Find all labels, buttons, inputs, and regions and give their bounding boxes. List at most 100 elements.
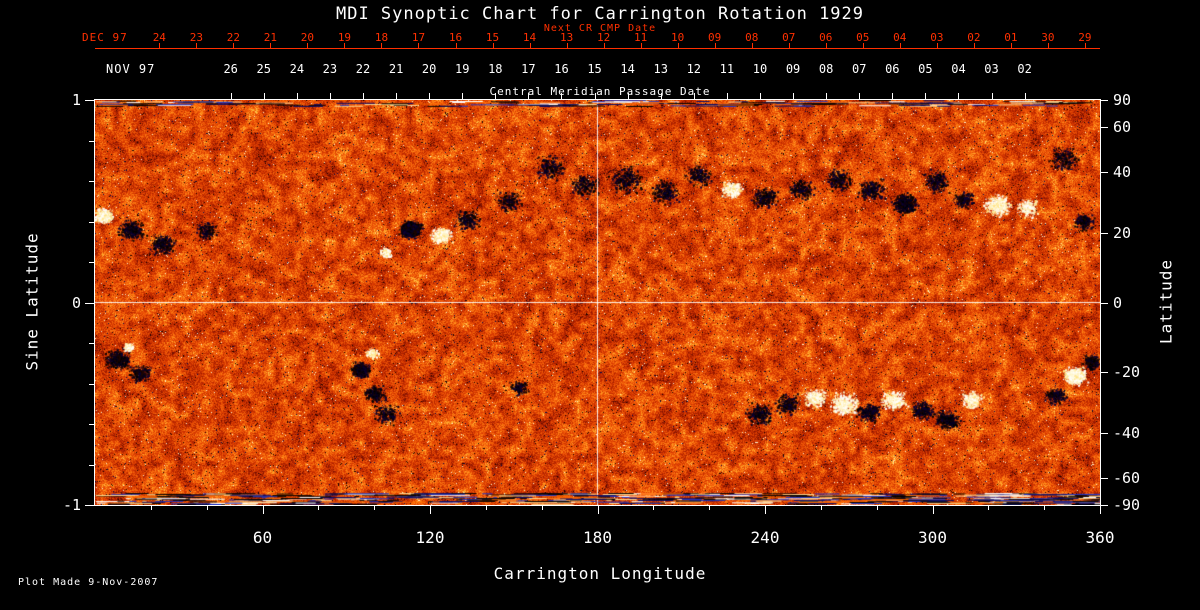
longitude-minor-tick (318, 506, 320, 510)
nov-97-label: NOV 97 (106, 62, 156, 76)
longitude-minor-tick (150, 506, 152, 510)
sine-latitude-tick-label: 1 (71, 91, 81, 109)
cmp-date-label: 23 (322, 62, 338, 76)
cmp-next-date-label: 06 (819, 31, 833, 44)
cmp-date-label: 06 (885, 62, 900, 76)
cmp-next-date-label: 19 (337, 31, 352, 44)
cmp-date-tick (759, 93, 761, 99)
latitude-tick (1101, 100, 1108, 101)
cmp-date-tick (726, 93, 728, 99)
cmp-next-date-label: 17 (411, 31, 426, 44)
longitude-tick (430, 506, 431, 514)
cmp-date-label: 18 (488, 62, 503, 76)
cmp-next-date-tick (936, 43, 938, 48)
latitude-tick (1101, 172, 1108, 174)
cmp-next-date-label: 02 (967, 31, 981, 44)
latitude-tick (1101, 477, 1108, 479)
sine-latitude-minor-tick (89, 262, 94, 263)
longitude-tick-label: 360 (1085, 528, 1115, 547)
latitude-tick (1101, 505, 1108, 506)
cmp-next-date-label: 20 (300, 31, 315, 44)
cmp-next-date-tick (492, 43, 494, 48)
longitude-minor-tick (876, 506, 878, 510)
cmp-next-date-tick (381, 43, 383, 48)
cmp-next-date-tick (307, 43, 309, 48)
cmp-date-label: 11 (719, 62, 735, 76)
cmp-date-tick (892, 93, 894, 99)
cmp-next-date-tick (566, 43, 568, 48)
cmp-next-date-label: 24 (152, 31, 166, 44)
longitude-minor-tick (709, 506, 711, 510)
latitude-tick (1101, 371, 1108, 373)
plot-area (94, 99, 1101, 506)
cmp-next-date-tick (418, 43, 420, 48)
cmp-next-date-tick (233, 43, 235, 48)
cmp-next-date-tick (603, 43, 605, 48)
cmp-date-label: 14 (620, 62, 635, 76)
next-cr-cmp-date-label: Next CR CMP Date (543, 23, 657, 34)
cmp-date-label: 16 (554, 62, 569, 76)
cmp-date-label: 13 (653, 62, 668, 76)
sine-latitude-minor-tick (89, 221, 94, 223)
sine-latitude-minor-tick (89, 343, 94, 344)
cmp-next-date-tick (862, 43, 864, 48)
cmp-date-tick (495, 93, 497, 99)
cmp-next-date-label: 11 (634, 31, 648, 44)
cmp-date-tick (859, 93, 861, 99)
cmp-next-date-label: 21 (263, 31, 278, 44)
latitude-tick-label: 0 (1113, 293, 1123, 312)
cmp-date-tick (594, 93, 596, 99)
cmp-next-date-tick (1010, 43, 1012, 48)
longitude-tick (262, 506, 264, 514)
cmp-next-date-label: 23 (189, 31, 203, 44)
cmp-date-tick (693, 93, 695, 99)
latitude-tick-label: -20 (1113, 362, 1141, 381)
cmp-next-date-label: 09 (708, 31, 722, 44)
sine-latitude-tick-label: -1 (62, 496, 81, 514)
cmp-next-date-label: 12 (596, 31, 611, 44)
cmp-date-tick (396, 93, 398, 99)
cmp-date-tick (296, 93, 298, 99)
cmp-date-label: 17 (521, 62, 536, 76)
longitude-tick (932, 506, 934, 514)
cmp-date-tick (1024, 93, 1026, 99)
cmp-next-date-label: 10 (671, 31, 685, 44)
latitude-tick (1101, 432, 1108, 434)
cmp-date-label: 20 (421, 62, 437, 76)
cmp-next-date-tick (1047, 43, 1049, 48)
cmp-date-label: 26 (223, 62, 238, 76)
cmp-next-date-label: 01 (1004, 31, 1018, 44)
cmp-next-date-label: 14 (522, 31, 537, 44)
cmp-next-date-label: 18 (374, 31, 389, 44)
latitude-tick-label: -40 (1113, 423, 1141, 442)
cmp-date-tick (660, 93, 662, 99)
cmp-next-date-tick (825, 43, 827, 48)
cmp-next-date-label: 16 (448, 31, 463, 44)
longitude-tick-label: 180 (583, 528, 612, 547)
cmp-next-date-tick (973, 43, 975, 48)
cmp-next-date-label: 07 (782, 31, 796, 44)
cmp-next-date-label: 04 (893, 31, 907, 44)
sine-latitude-tick (85, 302, 94, 304)
cmp-date-label: 03 (984, 62, 999, 76)
cmp-date-tick (462, 93, 464, 99)
cmp-next-date-label: 30 (1041, 31, 1055, 44)
left-axis-title: Sine Latitude (22, 232, 42, 371)
cmp-date-tick (958, 93, 960, 99)
right-axis-title: Latitude (1156, 258, 1176, 345)
cmp-next-date-label: 15 (485, 31, 500, 44)
cmp-next-date-label: 03 (930, 31, 944, 44)
latitude-tick-label: 90 (1113, 91, 1132, 109)
cmp-date-tick (528, 93, 530, 99)
cmp-date-tick (363, 93, 364, 99)
cmp-next-date-tick (196, 43, 198, 48)
sine-latitude-minor-tick (89, 181, 94, 182)
cmp-next-date-label: 08 (745, 31, 759, 44)
longitude-minor-tick (1044, 506, 1046, 510)
cmp-date-label: 07 (851, 62, 867, 76)
dec-97-label: DEC 97 (82, 31, 128, 44)
cmp-date-label: 19 (455, 62, 470, 76)
longitude-minor-tick (485, 506, 487, 510)
cmp-date-tick (991, 93, 993, 99)
